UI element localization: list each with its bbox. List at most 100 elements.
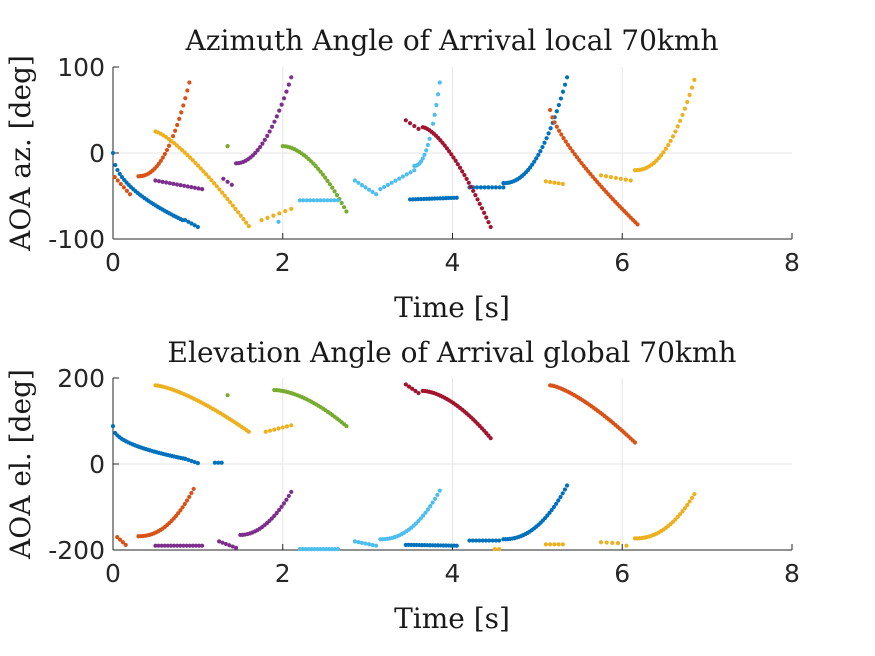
- data-point: [393, 178, 398, 183]
- data-point: [574, 155, 580, 160]
- data-point: [189, 221, 194, 226]
- data-point: [468, 184, 474, 189]
- data-point: [185, 184, 190, 189]
- data-point: [408, 170, 413, 175]
- data-point: [284, 89, 289, 94]
- data-point: [618, 176, 623, 181]
- data-point: [222, 193, 227, 198]
- data-point: [160, 179, 165, 184]
- elevation-ytick-label: -200: [48, 536, 105, 565]
- data-point: [180, 505, 185, 510]
- elevation-xtick-label: 8: [784, 559, 800, 588]
- data-point: [187, 80, 192, 85]
- data-point: [556, 542, 561, 547]
- azimuth-series-yellow: [153, 77, 697, 229]
- data-point: [560, 89, 566, 94]
- data-point: [435, 92, 441, 97]
- data-point: [200, 543, 205, 548]
- data-point: [297, 198, 302, 203]
- data-point: [543, 542, 548, 547]
- data-point: [178, 543, 183, 548]
- data-point: [277, 108, 282, 113]
- data-point: [121, 185, 126, 190]
- data-point: [689, 85, 695, 90]
- data-point: [262, 137, 267, 143]
- azimuth-series-green: [225, 144, 349, 214]
- data-point: [420, 156, 425, 161]
- data-point: [308, 198, 313, 203]
- data-point: [493, 538, 498, 543]
- data-point: [206, 175, 211, 180]
- data-point: [403, 118, 408, 123]
- data-point: [153, 178, 158, 183]
- data-point: [490, 185, 495, 190]
- data-point: [329, 547, 335, 552]
- data-point: [563, 139, 568, 144]
- data-point: [418, 516, 423, 521]
- data-point: [173, 128, 178, 133]
- data-point: [632, 440, 638, 445]
- data-point: [560, 491, 565, 496]
- data-point: [186, 457, 191, 463]
- data-point: [117, 537, 123, 542]
- data-point: [430, 121, 436, 126]
- data-point: [230, 544, 235, 549]
- data-point: [183, 217, 188, 223]
- elevation-series-purple: [153, 489, 294, 550]
- elevation-series-blue: [110, 424, 570, 548]
- data-point: [221, 176, 226, 181]
- data-point: [324, 547, 329, 552]
- data-point: [560, 542, 565, 547]
- data-point: [165, 543, 170, 548]
- data-point: [680, 112, 685, 118]
- data-point: [477, 538, 482, 543]
- data-point: [430, 500, 435, 505]
- data-point: [193, 160, 198, 166]
- data-point: [680, 509, 685, 514]
- data-point: [196, 186, 201, 191]
- data-point: [554, 124, 559, 129]
- data-point: [501, 185, 506, 190]
- data-point: [219, 460, 224, 465]
- data-point: [160, 155, 166, 160]
- data-point: [233, 206, 238, 212]
- data-point: [435, 492, 440, 497]
- data-point: [559, 132, 564, 137]
- data-point: [321, 547, 326, 552]
- data-point: [685, 99, 690, 105]
- data-point: [477, 201, 482, 206]
- data-point: [546, 131, 551, 136]
- data-point: [201, 169, 206, 174]
- data-point: [404, 172, 409, 177]
- data-point: [196, 543, 202, 548]
- data-point: [304, 198, 309, 203]
- data-point: [497, 538, 502, 543]
- data-point: [670, 134, 676, 139]
- elevation-series-yellow: [153, 383, 697, 552]
- data-point: [271, 213, 276, 218]
- data-point: [187, 543, 192, 548]
- data-point: [272, 427, 277, 432]
- data-point: [412, 123, 417, 129]
- data-point: [628, 178, 633, 183]
- data-point: [692, 492, 697, 497]
- data-point: [118, 181, 123, 187]
- data-point: [339, 200, 344, 206]
- data-point: [190, 543, 195, 548]
- data-point: [552, 120, 557, 125]
- data-point: [189, 185, 194, 190]
- data-point: [289, 489, 294, 495]
- data-point: [562, 82, 568, 87]
- data-point: [552, 180, 557, 185]
- data-point: [241, 217, 246, 222]
- data-point: [312, 547, 317, 552]
- data-point: [332, 547, 338, 552]
- data-point: [110, 150, 116, 156]
- data-point: [613, 175, 618, 181]
- data-point: [480, 538, 485, 543]
- data-point: [289, 75, 294, 80]
- data-point: [112, 174, 117, 180]
- data-point: [682, 106, 687, 111]
- data-point: [370, 189, 375, 195]
- data-point: [385, 182, 390, 188]
